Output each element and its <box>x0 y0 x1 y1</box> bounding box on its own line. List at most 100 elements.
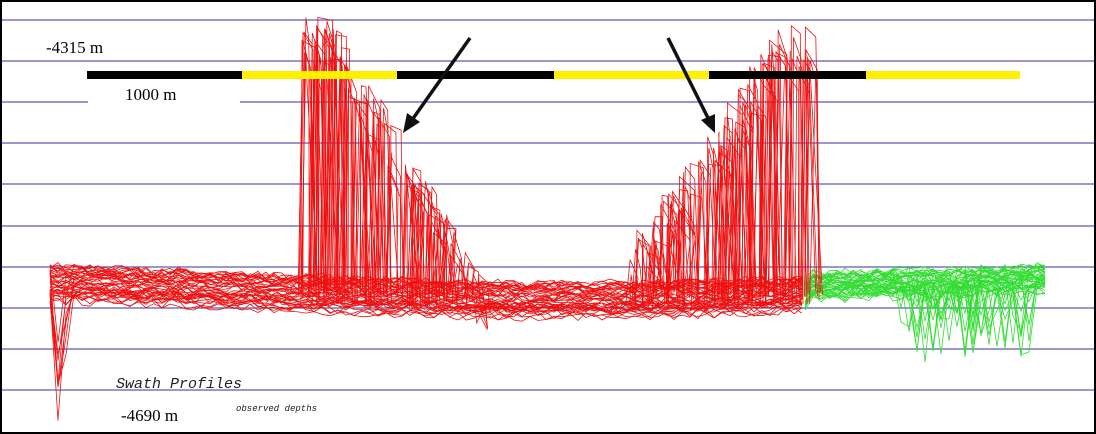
profile <box>804 265 1046 303</box>
profile <box>765 57 781 302</box>
profile <box>667 195 686 306</box>
profile <box>799 58 817 304</box>
profile <box>478 296 493 313</box>
profile <box>723 135 735 305</box>
profile <box>804 287 1046 334</box>
profile <box>794 55 810 294</box>
profile <box>748 100 762 298</box>
profile <box>49 285 803 311</box>
profile <box>442 227 457 301</box>
profile <box>389 124 404 288</box>
profile <box>49 286 803 313</box>
profile <box>49 288 803 314</box>
profile <box>448 232 463 302</box>
profile <box>428 203 442 293</box>
profile <box>362 94 374 292</box>
profile <box>297 30 316 297</box>
arrows <box>403 36 715 133</box>
profile <box>768 44 778 287</box>
profile <box>804 263 1046 327</box>
profile <box>472 290 489 329</box>
profile <box>705 167 717 290</box>
profile <box>419 181 435 295</box>
profile <box>439 218 453 292</box>
profile <box>384 156 401 294</box>
profile <box>403 173 414 288</box>
profile <box>475 273 490 308</box>
bottom-depth-label: -4690 m <box>121 406 178 425</box>
profile <box>373 123 384 295</box>
profile <box>804 277 1046 345</box>
profile <box>725 102 743 307</box>
profile <box>647 227 664 296</box>
profile <box>49 287 803 313</box>
profile <box>49 277 803 302</box>
profile <box>792 37 804 305</box>
profile <box>445 214 457 303</box>
profile <box>705 147 719 300</box>
profile <box>804 279 1046 353</box>
profile <box>734 121 752 307</box>
scale-label: 1000 m <box>125 85 176 104</box>
figure-title: Swath Profiles <box>116 376 242 393</box>
profile <box>804 273 1046 352</box>
profile <box>631 249 644 306</box>
profile <box>359 85 377 289</box>
profile <box>300 39 319 300</box>
profile <box>804 264 1046 336</box>
profile <box>665 222 681 303</box>
top-depth-label: -4315 m <box>46 38 103 57</box>
profile <box>636 229 652 291</box>
profile <box>320 37 339 290</box>
profile <box>625 286 643 297</box>
profile <box>401 173 419 307</box>
profile <box>804 280 1046 315</box>
figure-subtitle: observed depths <box>236 404 317 414</box>
profile <box>683 186 697 291</box>
profile <box>625 259 639 302</box>
profile <box>668 204 679 298</box>
profile <box>804 288 1046 322</box>
profile <box>386 152 400 294</box>
profile <box>788 58 808 304</box>
profile <box>652 244 666 295</box>
profile <box>49 294 803 321</box>
profile <box>480 287 497 297</box>
profile <box>689 193 702 299</box>
profile <box>648 216 665 303</box>
profile <box>703 163 723 306</box>
profile <box>383 122 398 296</box>
profile <box>696 159 711 294</box>
profile <box>659 200 678 290</box>
profile <box>673 189 693 293</box>
profile <box>324 29 341 294</box>
profile <box>714 151 733 304</box>
profile <box>765 49 783 289</box>
profile <box>49 286 803 314</box>
profile <box>804 262 1046 280</box>
profile <box>723 115 740 294</box>
profile <box>471 273 485 302</box>
profile <box>804 268 1046 344</box>
profile <box>301 17 317 289</box>
profile <box>804 277 1046 358</box>
profile <box>366 134 383 305</box>
profile <box>379 107 392 302</box>
profile <box>652 220 671 295</box>
profile <box>711 147 722 300</box>
profile <box>461 251 476 293</box>
profile <box>804 56 818 297</box>
profile <box>329 58 345 286</box>
profile <box>315 16 334 302</box>
label-bg <box>42 36 122 58</box>
scale-bar <box>87 71 1020 106</box>
profile <box>696 171 708 291</box>
profile <box>464 279 475 302</box>
profile <box>351 101 369 291</box>
profile <box>312 42 326 303</box>
profile <box>741 104 754 288</box>
profile <box>629 274 648 307</box>
profile <box>49 295 803 322</box>
profile <box>347 96 367 301</box>
